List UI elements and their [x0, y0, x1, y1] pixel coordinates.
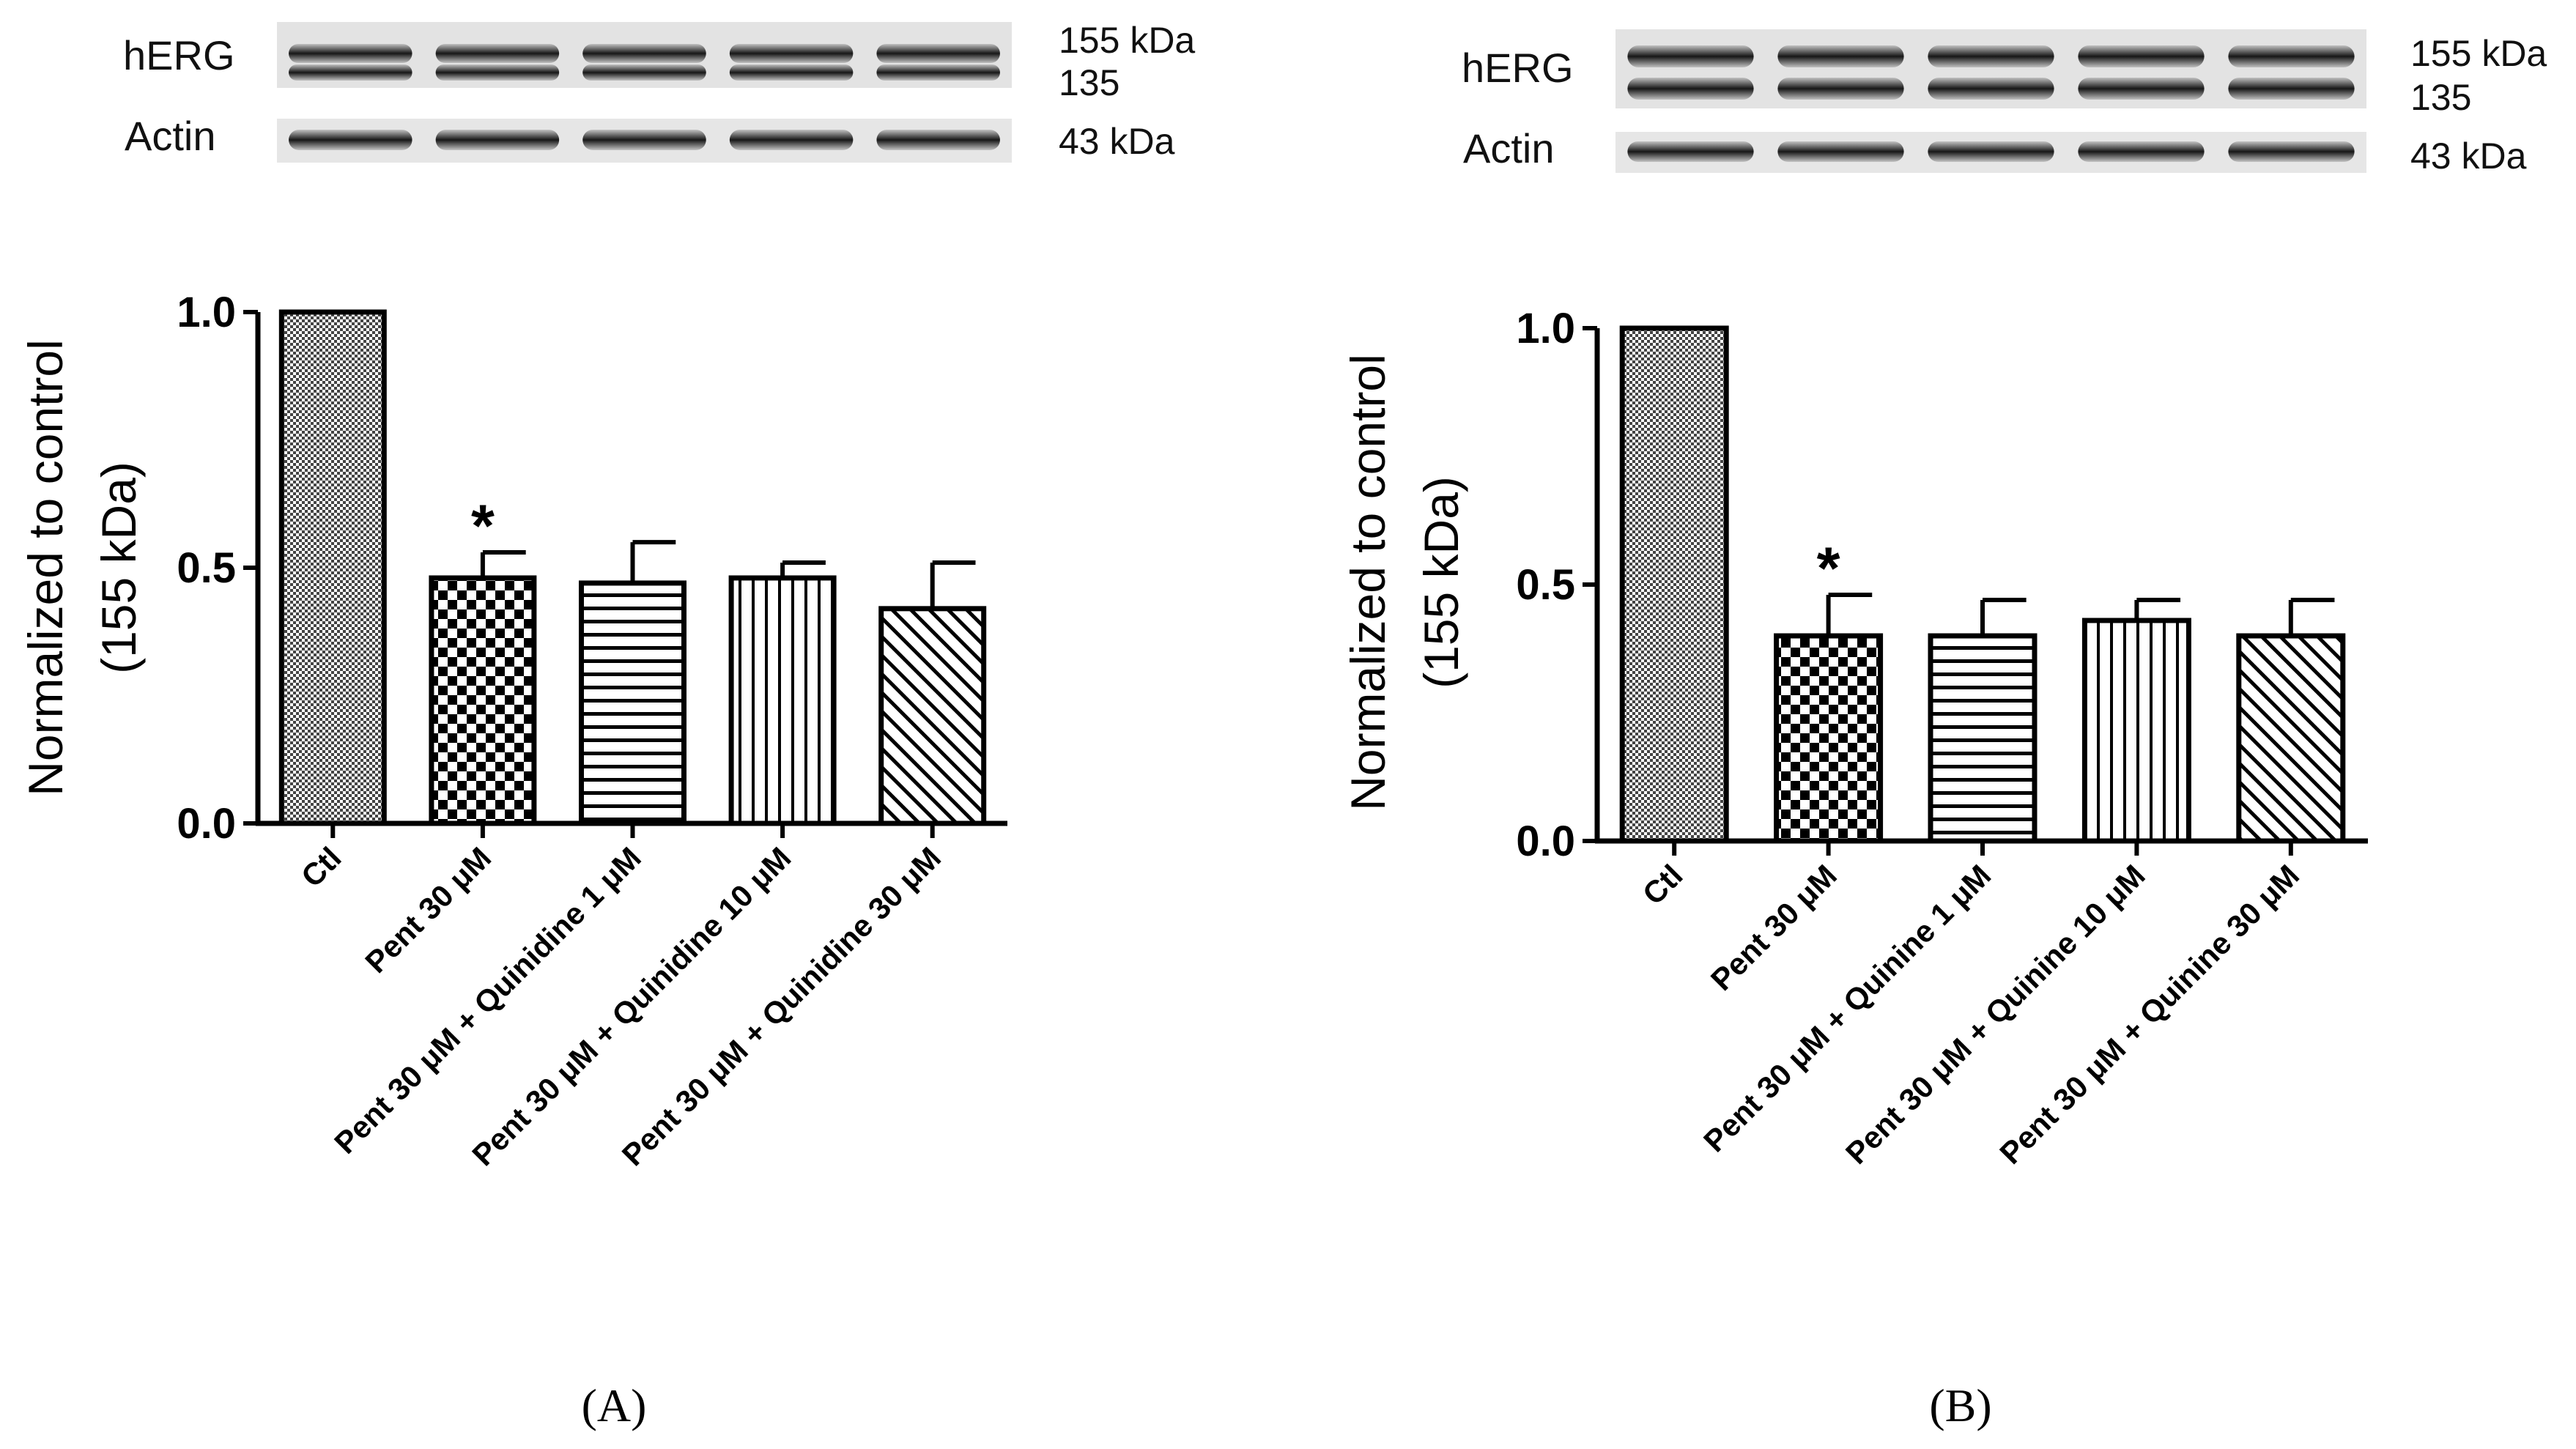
- bars-b: *: [1619, 325, 2346, 844]
- blot-row-label-actin: Actin: [1463, 125, 1555, 171]
- blot-panel-a: hERG Actin 155 kDa 135 43 kDa: [123, 20, 1195, 163]
- blot-band: [1627, 45, 1754, 67]
- blot-band: [729, 44, 854, 63]
- significance-marker: *: [1817, 536, 1840, 602]
- y-tick-label: 0.5: [177, 544, 236, 592]
- blot-band: [582, 44, 706, 63]
- x-tick-label: Pent 30 μM + Quinidine 1 μM: [327, 840, 648, 1160]
- blot-band: [1777, 141, 1904, 162]
- blot-bands-a: [289, 44, 1000, 150]
- blot-band: [289, 44, 412, 63]
- blot-band: [2228, 45, 2355, 67]
- marker-43: 43 kDa: [1059, 121, 1175, 162]
- blot-band: [582, 64, 706, 81]
- bar-chart-b: Normalized to control (155 kDa) 0.0 0.5 1.…: [1341, 305, 2368, 1431]
- blot-band: [435, 130, 560, 150]
- blot-band: [582, 130, 706, 150]
- bar: [2081, 618, 2191, 844]
- blot-band: [876, 130, 1000, 150]
- blot-row-label-herg: hERG: [1462, 45, 1574, 91]
- y-axis-label-line1: Normalized to control: [1341, 354, 1395, 811]
- x-tick-label: Pent 30 μM + Quinidine 10 μM: [465, 840, 797, 1172]
- marker-135: 135: [2410, 77, 2471, 118]
- blot-band: [876, 64, 1000, 81]
- y-tick-label: 0.5: [1516, 561, 1575, 609]
- marker-155: 155 kDa: [1059, 20, 1195, 61]
- blot-band: [1928, 141, 2054, 162]
- bars-a: *: [278, 309, 987, 826]
- blot-band: [435, 64, 560, 81]
- blot-row-label-actin: Actin: [125, 113, 216, 159]
- y-tick-label: 0.0: [177, 800, 236, 848]
- marker-155: 155 kDa: [2410, 33, 2547, 74]
- blot-band: [1627, 78, 1754, 100]
- blot-band: [1928, 78, 2054, 100]
- x-tick-label: Ctl: [295, 840, 348, 894]
- bar: [1619, 325, 1729, 844]
- bar: [1774, 633, 1884, 844]
- y-axis-label-line1: Normalized to control: [18, 339, 73, 796]
- panel-label-a: (A): [582, 1379, 647, 1431]
- x-tick-label: Pent 30 μM: [358, 840, 497, 979]
- blot-band: [2228, 141, 2355, 162]
- blot-band: [729, 64, 854, 81]
- bar: [2236, 633, 2346, 844]
- blot-band: [876, 44, 1000, 63]
- blot-band: [2228, 78, 2355, 100]
- blot-band: [1777, 45, 1904, 67]
- bar: [429, 575, 537, 826]
- x-tick-label: Pent 30 μM + Quinine 10 μM: [1839, 858, 2152, 1171]
- marker-135: 135: [1059, 62, 1119, 103]
- bar: [1928, 633, 2038, 844]
- blot-band: [2078, 78, 2205, 100]
- blot-panel-b: hERG Actin 155 kDa 135 43 kDa: [1462, 29, 2547, 177]
- x-tick-label: Pent 30 μM + Quinine 30 μM: [1993, 858, 2306, 1171]
- marker-43: 43 kDa: [2410, 136, 2527, 177]
- blot-band: [729, 130, 854, 150]
- bar-chart-a: Normalized to control (155 kDa) 0.0 0.5 1.…: [18, 289, 1007, 1431]
- y-tick-label: 1.0: [1516, 305, 1575, 352]
- blot-band: [1928, 45, 2054, 67]
- y-tick-label: 0.0: [1516, 818, 1575, 865]
- y-axis-label-line2: (155 kDa): [1414, 476, 1468, 689]
- x-tick-label: Pent 30 μM + Quinidine 30 μM: [615, 840, 947, 1172]
- blot-band: [2078, 45, 2205, 67]
- blot-bands-b: [1627, 45, 2355, 162]
- x-tick-label: Ctl: [1636, 858, 1689, 911]
- blot-band: [1777, 78, 1904, 100]
- significance-marker: *: [471, 493, 495, 560]
- x-tick-label: Pent 30 μM: [1704, 858, 1843, 997]
- y-tick-label: 1.0: [177, 289, 236, 336]
- y-axis-label-line2: (155 kDa): [92, 462, 146, 674]
- bar: [728, 575, 837, 826]
- bar: [278, 309, 387, 826]
- blot-band: [289, 64, 412, 81]
- blot-band: [2078, 141, 2205, 162]
- bar: [579, 580, 686, 826]
- blot-band: [435, 44, 560, 63]
- x-tick-label: Pent 30 μM + Quinine 1 μM: [1697, 858, 1997, 1158]
- blot-row-label-herg: hERG: [123, 32, 235, 78]
- blot-band: [1627, 141, 1754, 162]
- panel-label-b: (B): [1929, 1379, 1991, 1431]
- bar: [878, 606, 987, 826]
- blot-band: [289, 130, 412, 150]
